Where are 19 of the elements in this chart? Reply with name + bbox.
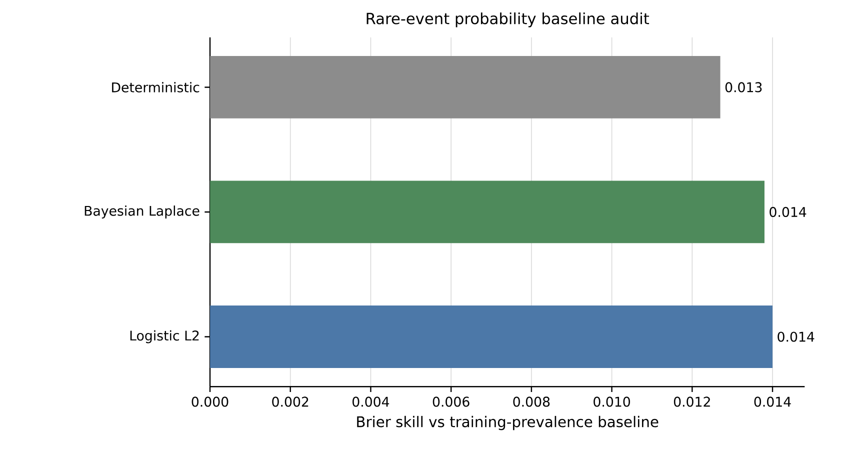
data-label: 0.014 [778, 332, 814, 342]
y-tick-label: Logistic L2 [130, 330, 199, 344]
x-tick-label: 0.000 [192, 396, 228, 407]
data-label: 0.014 [770, 207, 806, 218]
x-tick-label: 0.004 [352, 396, 390, 407]
x-tick-label: 0.002 [272, 396, 308, 407]
chart-title: Rare-event probability baseline audit [366, 12, 650, 28]
x-tick-label: 0.008 [513, 396, 550, 407]
y-tick-label: Bayesian Laplace [84, 206, 200, 219]
x-tick-label: 0.010 [594, 396, 630, 407]
x-tick-label: 0.006 [432, 396, 470, 407]
x-tick-label: 0.012 [674, 396, 710, 407]
x-tick-label: 0.014 [754, 396, 791, 407]
x-axis-title: Brier skill vs training-prevalence baseline [357, 416, 658, 430]
bar [210, 180, 764, 244]
bar [210, 306, 773, 368]
data-label: 0.013 [725, 82, 762, 92]
y-tick-label: Deterministic [112, 82, 200, 93]
bar [210, 56, 720, 119]
